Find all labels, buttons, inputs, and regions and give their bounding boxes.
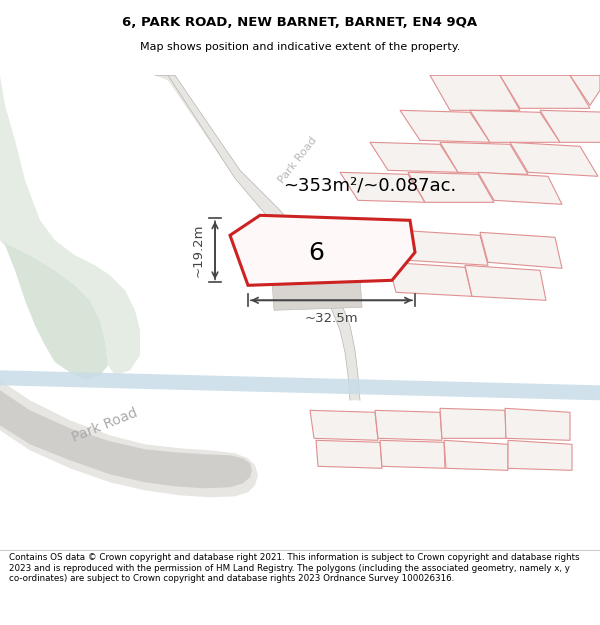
Polygon shape: [400, 110, 490, 142]
Text: ~32.5m: ~32.5m: [305, 312, 358, 325]
Polygon shape: [570, 75, 600, 105]
Text: ~19.2m: ~19.2m: [192, 224, 205, 277]
Polygon shape: [500, 75, 590, 108]
Text: 6, PARK ROAD, NEW BARNET, BARNET, EN4 9QA: 6, PARK ROAD, NEW BARNET, BARNET, EN4 9Q…: [122, 16, 478, 29]
Text: Contains OS data © Crown copyright and database right 2021. This information is : Contains OS data © Crown copyright and d…: [9, 553, 580, 583]
Polygon shape: [505, 408, 570, 440]
Polygon shape: [0, 75, 140, 375]
Polygon shape: [480, 232, 562, 268]
Polygon shape: [0, 385, 252, 488]
Polygon shape: [444, 440, 508, 470]
Polygon shape: [440, 408, 506, 438]
Polygon shape: [408, 173, 494, 203]
Text: ~353m²/~0.087ac.: ~353m²/~0.087ac.: [283, 176, 457, 194]
Polygon shape: [430, 75, 520, 110]
Polygon shape: [440, 142, 528, 174]
Text: Map shows position and indicative extent of the property.: Map shows position and indicative extent…: [140, 42, 460, 52]
Polygon shape: [370, 142, 458, 172]
Polygon shape: [0, 370, 600, 400]
Polygon shape: [155, 75, 360, 400]
Text: Park Road: Park Road: [70, 406, 140, 445]
Polygon shape: [508, 440, 572, 470]
Text: 6: 6: [308, 241, 324, 265]
Polygon shape: [478, 173, 562, 204]
Polygon shape: [310, 410, 378, 440]
Polygon shape: [316, 440, 382, 468]
Polygon shape: [388, 262, 472, 296]
Polygon shape: [0, 370, 258, 498]
Polygon shape: [470, 110, 560, 142]
Polygon shape: [375, 410, 442, 440]
Polygon shape: [272, 278, 362, 310]
Polygon shape: [340, 173, 425, 203]
Text: Park Road: Park Road: [277, 135, 319, 186]
Polygon shape: [0, 240, 108, 380]
Polygon shape: [510, 142, 598, 176]
Polygon shape: [400, 230, 488, 265]
Polygon shape: [230, 215, 415, 285]
Polygon shape: [540, 110, 600, 142]
Polygon shape: [380, 440, 445, 468]
Polygon shape: [465, 265, 546, 300]
